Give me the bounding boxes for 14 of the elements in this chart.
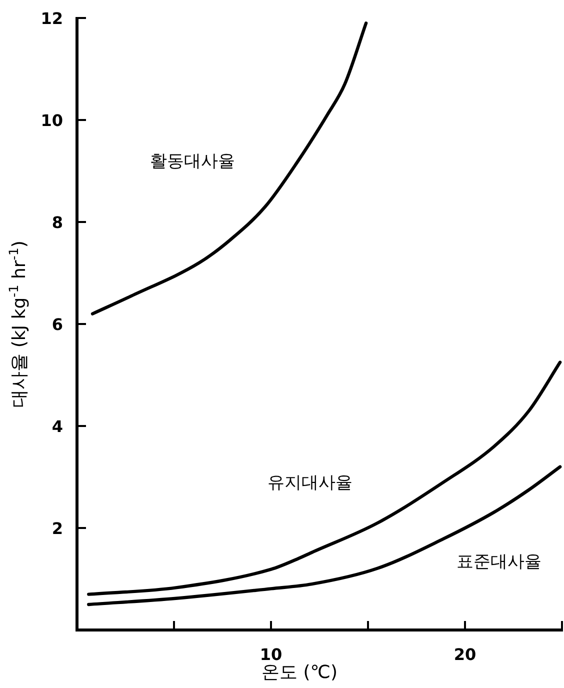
text: 활동대사율 (150, 152, 236, 172)
y-tick-label: 8 (52, 213, 63, 232)
x-tick-label: 20 (454, 645, 476, 664)
y-tick-label: 4 (52, 417, 63, 436)
line-series (87, 360, 562, 596)
line-series (90, 22, 368, 316)
text: 유지대사율 (268, 472, 353, 493)
series-label: 표준대사율 (456, 552, 542, 572)
y-tick-label: 10 (40, 111, 63, 130)
y-tick-label: 12 (40, 9, 63, 28)
y-tick-label: 6 (52, 315, 63, 334)
x-axis-title: 온도 (℃) (262, 662, 338, 683)
y-tick-label: 2 (52, 519, 63, 538)
line-series (87, 465, 562, 606)
